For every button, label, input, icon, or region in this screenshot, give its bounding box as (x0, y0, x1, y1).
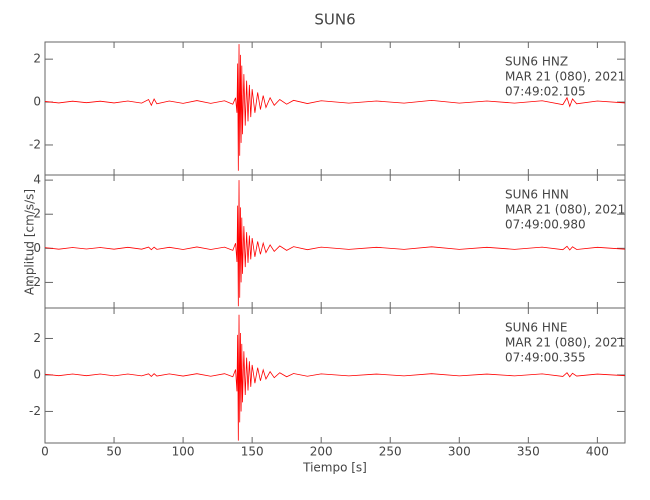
annotation: 07:49:00.355 (505, 351, 586, 365)
x-tick-label: 50 (106, 445, 121, 459)
annotation: SUN6 HNN (505, 188, 569, 202)
y-tick-label: -2 (29, 137, 41, 151)
chart-title: SUN6 (314, 11, 355, 29)
annotation: MAR 21 (080), 2021 (505, 70, 625, 84)
y-tick-label: 2 (33, 331, 41, 345)
waveform (44, 180, 626, 307)
annotation: SUN6 HNZ (505, 55, 568, 69)
x-axis-label: Tiempo [s] (302, 461, 367, 475)
y-tick-label: -2 (29, 275, 41, 289)
waveform (44, 314, 626, 441)
x-tick-label: 400 (586, 445, 609, 459)
annotation: SUN6 HNE (505, 321, 567, 335)
x-tick-label: 150 (241, 445, 264, 459)
y-tick-label: 2 (33, 52, 41, 66)
y-tick-label: 0 (33, 241, 41, 255)
y-tick-label: 4 (33, 173, 41, 187)
annotation: MAR 21 (080), 2021 (505, 203, 625, 217)
y-tick-label: -2 (29, 404, 41, 418)
y-axis-label: Amplitud [cm/s/s] (23, 189, 37, 295)
x-tick-label: 250 (379, 445, 402, 459)
annotation: 07:49:00.980 (505, 218, 586, 232)
x-tick-label: 200 (310, 445, 333, 459)
x-tick-label: 0 (41, 445, 49, 459)
annotation: MAR 21 (080), 2021 (505, 336, 625, 350)
y-tick-label: 2 (33, 207, 41, 221)
y-tick-label: 0 (33, 95, 41, 109)
x-tick-label: 350 (517, 445, 540, 459)
x-tick-label: 300 (448, 445, 471, 459)
x-tick-label: 100 (172, 445, 195, 459)
annotation: 07:49:02.105 (505, 85, 586, 99)
y-tick-label: 0 (33, 367, 41, 381)
waveform (44, 44, 626, 171)
